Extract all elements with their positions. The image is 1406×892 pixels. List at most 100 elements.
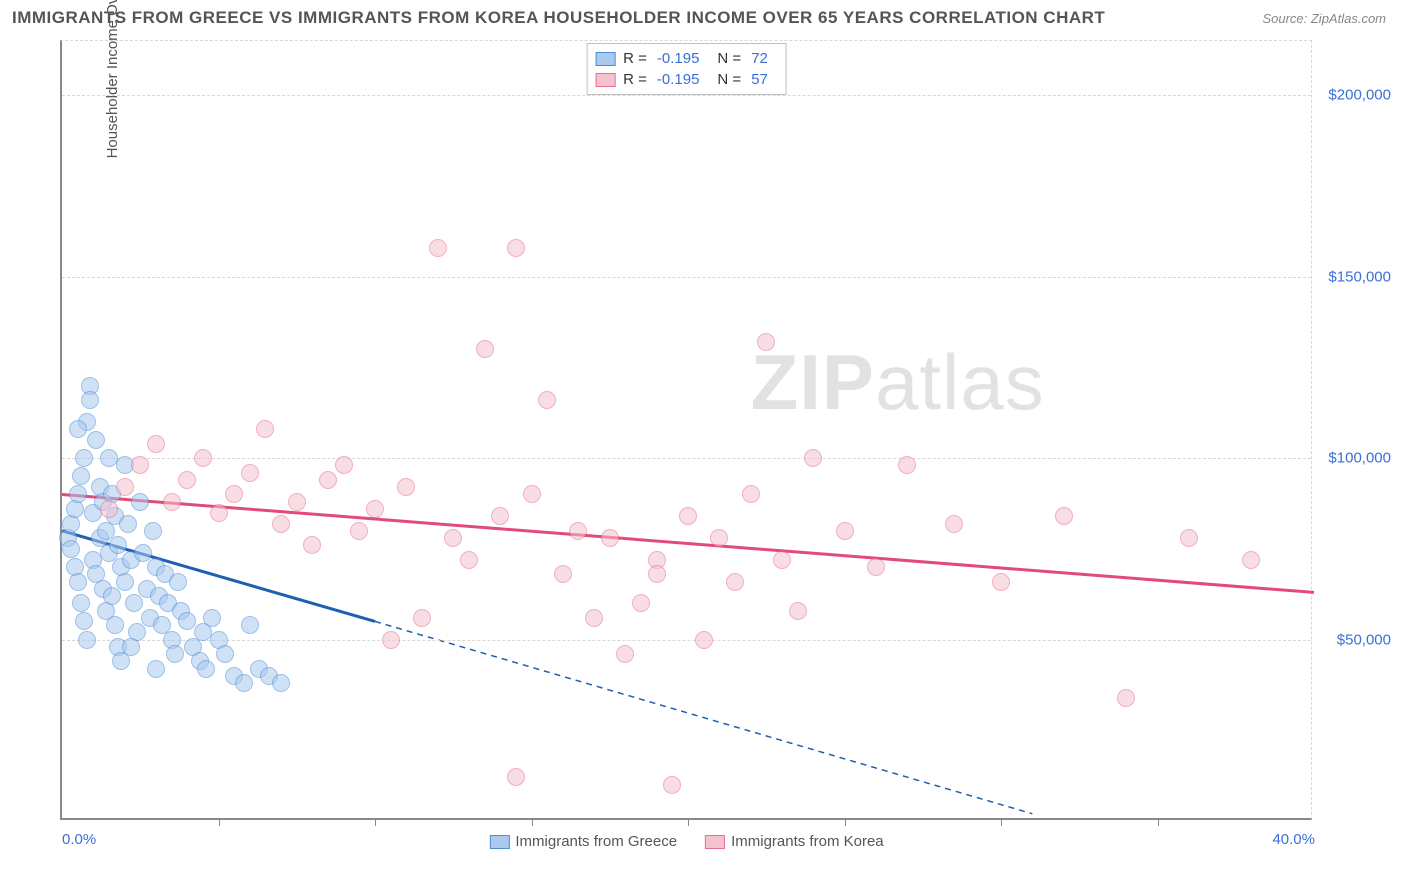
r-value-korea: -0.195 [657, 71, 700, 88]
scatter-point [116, 478, 134, 496]
scatter-point [742, 485, 760, 503]
gridline-h [62, 640, 1311, 641]
scatter-point [319, 471, 337, 489]
scatter-point [272, 674, 290, 692]
scatter-point [69, 573, 87, 591]
scatter-point [476, 340, 494, 358]
scatter-point [945, 515, 963, 533]
y-tick-label: $50,000 [1319, 631, 1391, 648]
stats-row-greece: R = -0.195 N = 72 [595, 48, 778, 69]
n-label: N = [717, 71, 741, 88]
scatter-point [429, 239, 447, 257]
stats-swatch-greece [595, 52, 615, 66]
scatter-point [225, 485, 243, 503]
scatter-point [836, 522, 854, 540]
scatter-point [350, 522, 368, 540]
scatter-point [757, 333, 775, 351]
scatter-point [382, 631, 400, 649]
x-axis-max-label: 40.0% [1272, 831, 1315, 848]
scatter-point [178, 471, 196, 489]
stats-swatch-korea [595, 73, 615, 87]
scatter-point [272, 515, 290, 533]
x-tick [219, 818, 220, 826]
r-value-greece: -0.195 [657, 50, 700, 67]
scatter-point [103, 587, 121, 605]
scatter-point [413, 609, 431, 627]
scatter-point [241, 464, 259, 482]
scatter-point [194, 623, 212, 641]
gridline-h [62, 458, 1311, 459]
scatter-point [507, 239, 525, 257]
scatter-point [125, 594, 143, 612]
scatter-point [804, 449, 822, 467]
r-label: R = [623, 71, 647, 88]
scatter-point [178, 612, 196, 630]
scatter-point [166, 645, 184, 663]
scatter-point [62, 540, 80, 558]
correlation-stats-box: R = -0.195 N = 72 R = -0.195 N = 57 [586, 43, 787, 95]
chart-header: IMMIGRANTS FROM GREECE VS IMMIGRANTS FRO… [0, 0, 1406, 32]
scatter-point [78, 631, 96, 649]
scatter-point [569, 522, 587, 540]
scatter-point [460, 551, 478, 569]
x-tick [688, 818, 689, 826]
scatter-point [789, 602, 807, 620]
scatter-point [194, 449, 212, 467]
scatter-point [397, 478, 415, 496]
x-tick [532, 818, 533, 826]
scatter-point [444, 529, 462, 547]
scatter-point [72, 594, 90, 612]
scatter-point [119, 515, 137, 533]
watermark-bold: ZIP [751, 338, 875, 426]
watermark: ZIPatlas [751, 337, 1045, 428]
scatter-point [679, 507, 697, 525]
scatter-point [288, 493, 306, 511]
legend-item-greece: Immigrants from Greece [489, 833, 677, 850]
scatter-point [256, 420, 274, 438]
scatter-point [507, 768, 525, 786]
scatter-point [72, 467, 90, 485]
x-tick [845, 818, 846, 826]
scatter-point [122, 638, 140, 656]
n-value-greece: 72 [751, 50, 768, 67]
watermark-rest: atlas [875, 338, 1045, 426]
scatter-point [695, 631, 713, 649]
scatter-point [335, 456, 353, 474]
scatter-point [663, 776, 681, 794]
x-axis-min-label: 0.0% [62, 831, 96, 848]
legend-swatch-greece [489, 835, 509, 849]
scatter-point [69, 485, 87, 503]
x-tick [375, 818, 376, 826]
scatter-point [169, 573, 187, 591]
legend-label-greece: Immigrants from Greece [515, 833, 677, 850]
x-tick [1001, 818, 1002, 826]
x-tick [1158, 818, 1159, 826]
scatter-point [554, 565, 572, 583]
chart-source: Source: ZipAtlas.com [1262, 11, 1386, 26]
scatter-point [898, 456, 916, 474]
scatter-point [585, 609, 603, 627]
scatter-point [131, 456, 149, 474]
scatter-point [491, 507, 509, 525]
stats-row-korea: R = -0.195 N = 57 [595, 69, 778, 90]
scatter-point [523, 485, 541, 503]
scatter-point [366, 500, 384, 518]
scatter-point [773, 551, 791, 569]
y-tick-label: $150,000 [1319, 268, 1391, 285]
scatter-point [131, 493, 149, 511]
y-tick-label: $100,000 [1319, 450, 1391, 467]
scatter-point [147, 660, 165, 678]
scatter-point [616, 645, 634, 663]
scatter-point [1180, 529, 1198, 547]
scatter-point [69, 420, 87, 438]
scatter-point [648, 565, 666, 583]
y-tick-label: $200,000 [1319, 87, 1391, 104]
scatter-point [1117, 689, 1135, 707]
n-label: N = [717, 50, 741, 67]
scatter-point [1242, 551, 1260, 569]
gridline-h [62, 95, 1311, 96]
scatter-point [303, 536, 321, 554]
scatter-point [235, 674, 253, 692]
legend-item-korea: Immigrants from Korea [705, 833, 884, 850]
scatter-point [81, 391, 99, 409]
